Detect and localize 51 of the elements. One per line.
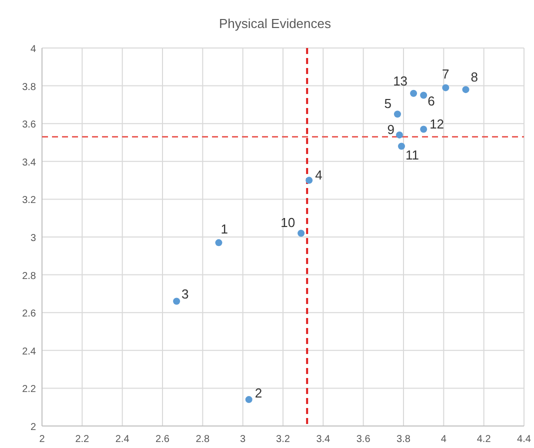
point	[420, 126, 428, 133]
point	[215, 239, 222, 246]
point	[410, 90, 418, 97]
y-tick-label: 3.8	[22, 82, 36, 93]
y-tick-label: 2.6	[22, 308, 36, 320]
annotation: 3	[182, 286, 189, 302]
annotation: 10	[280, 215, 296, 230]
annotation: 7	[442, 66, 450, 82]
x-tick-label: 3.8	[396, 434, 411, 445]
x-tick-label: 2.4	[115, 434, 130, 445]
annotation: 12	[430, 116, 444, 132]
y-tick-label: 3.2	[22, 195, 36, 206]
x-tick-label: 4.4	[517, 434, 532, 445]
chart-title: Physical Evidences	[219, 16, 332, 31]
x-tick-label: 3.6	[356, 434, 371, 445]
annotation: 11	[405, 147, 419, 162]
point	[398, 142, 405, 150]
x-tick-label: 4.2	[476, 434, 492, 445]
y-tick-label: 2.4	[22, 346, 36, 358]
annotation: 9	[387, 122, 394, 137]
point	[173, 298, 180, 305]
y-tick-label: 3.6	[22, 120, 36, 131]
y-tick-label: 4	[30, 44, 36, 55]
point	[245, 396, 252, 404]
y-tick-label: 3	[30, 233, 36, 244]
annotation: 4	[315, 167, 322, 182]
annotation: 6	[428, 93, 435, 108]
annotation: 5	[384, 96, 392, 112]
annotation: 13	[393, 73, 408, 88]
x-tick-label: 3.2	[276, 434, 290, 445]
point	[442, 84, 450, 92]
x-tick-label: 3.4	[316, 434, 331, 445]
point	[394, 110, 401, 118]
point	[420, 92, 428, 99]
annotation: 1	[220, 222, 228, 237]
y-tick-label: 2	[30, 422, 36, 433]
point	[462, 86, 470, 94]
point	[298, 230, 305, 237]
y-tick-label: 2.2	[22, 384, 36, 396]
x-tick-label: 2.8	[196, 434, 210, 445]
point	[396, 131, 403, 138]
annotation: 2	[254, 386, 262, 401]
annotation: 8	[470, 70, 478, 85]
point	[306, 176, 313, 184]
x-tick-label: 4	[440, 434, 447, 445]
x-tick-label: 2	[39, 434, 46, 445]
x-tick-label: 2.6	[156, 434, 170, 445]
x-tick-label: 3	[240, 434, 246, 445]
y-tick-label: 2.8	[22, 270, 36, 282]
x-tick-label: 2.2	[75, 434, 90, 445]
y-tick-label: 3.4	[22, 157, 36, 168]
